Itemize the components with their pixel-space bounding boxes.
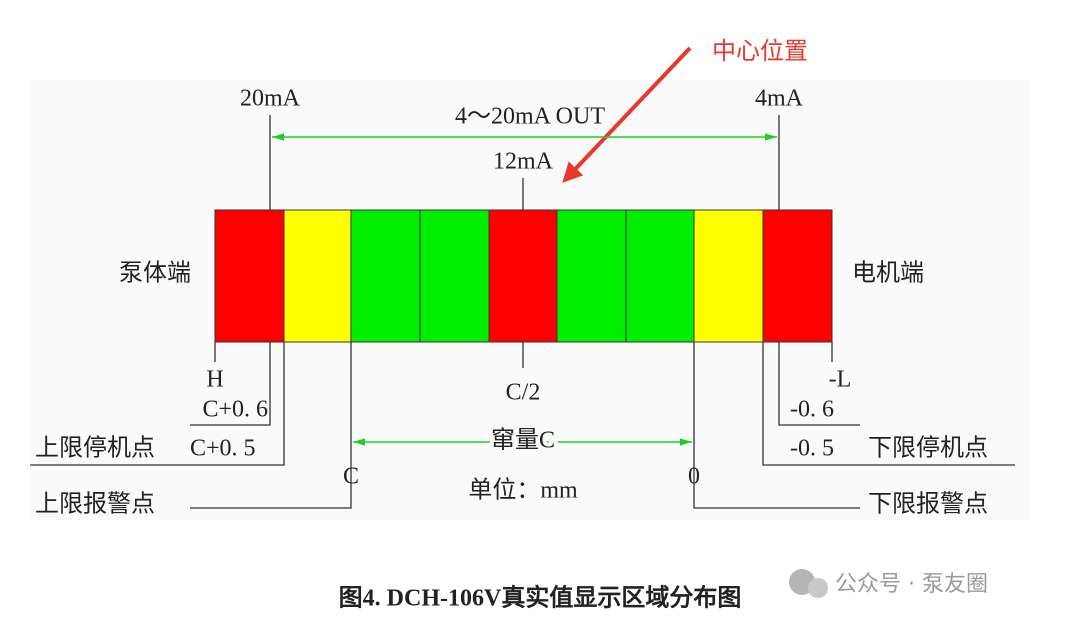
mark-label: 下限报警点 [868,491,988,518]
top-label: 20mA [240,86,301,112]
mark-label: 上限报警点 [35,491,155,518]
top-label: 4～20mA OUT [455,104,605,130]
mark-label: -L [829,367,852,393]
unit-label: 单位：mm [468,477,578,504]
watermark-icon [789,569,828,598]
watermark: 公众号 · 泵友圈 [835,572,988,597]
mark-label: 窜量C [491,427,555,454]
annotation: 中心位置 [712,37,808,65]
guide [693,342,860,509]
guide [778,342,860,426]
mark-label: C+0. 5 [190,436,256,462]
zone [625,209,695,343]
zone-bar [214,209,833,343]
zone [419,209,490,343]
top-label: 4mA [755,86,804,112]
guide [190,342,352,509]
zone [762,209,833,343]
guide [30,342,285,466]
end-label: 电机端 [852,260,924,287]
zone [556,209,627,343]
zone [214,209,285,343]
top-label: 12mA [493,149,554,175]
zone [488,209,558,343]
mark-label: H [206,367,223,393]
mark-label: 0 [688,464,700,490]
guide [762,342,1015,466]
zone [283,209,352,343]
zone [350,209,421,343]
guide [190,342,271,426]
mark-label: -0. 6 [790,397,834,423]
annotation-arrow [562,46,692,183]
caption: 图4. DCH-106V真实值显示区域分布图 [339,584,742,612]
mark-label: C [343,464,359,490]
mark-label: C/2 [506,380,541,406]
zone [693,209,764,343]
end-label: 泵体端 [119,260,191,287]
mark-label: 下限停机点 [868,435,988,462]
mark-label: 上限停机点 [35,435,155,462]
mark-label: -0. 5 [790,436,834,462]
mark-label: C+0. 6 [202,397,268,423]
